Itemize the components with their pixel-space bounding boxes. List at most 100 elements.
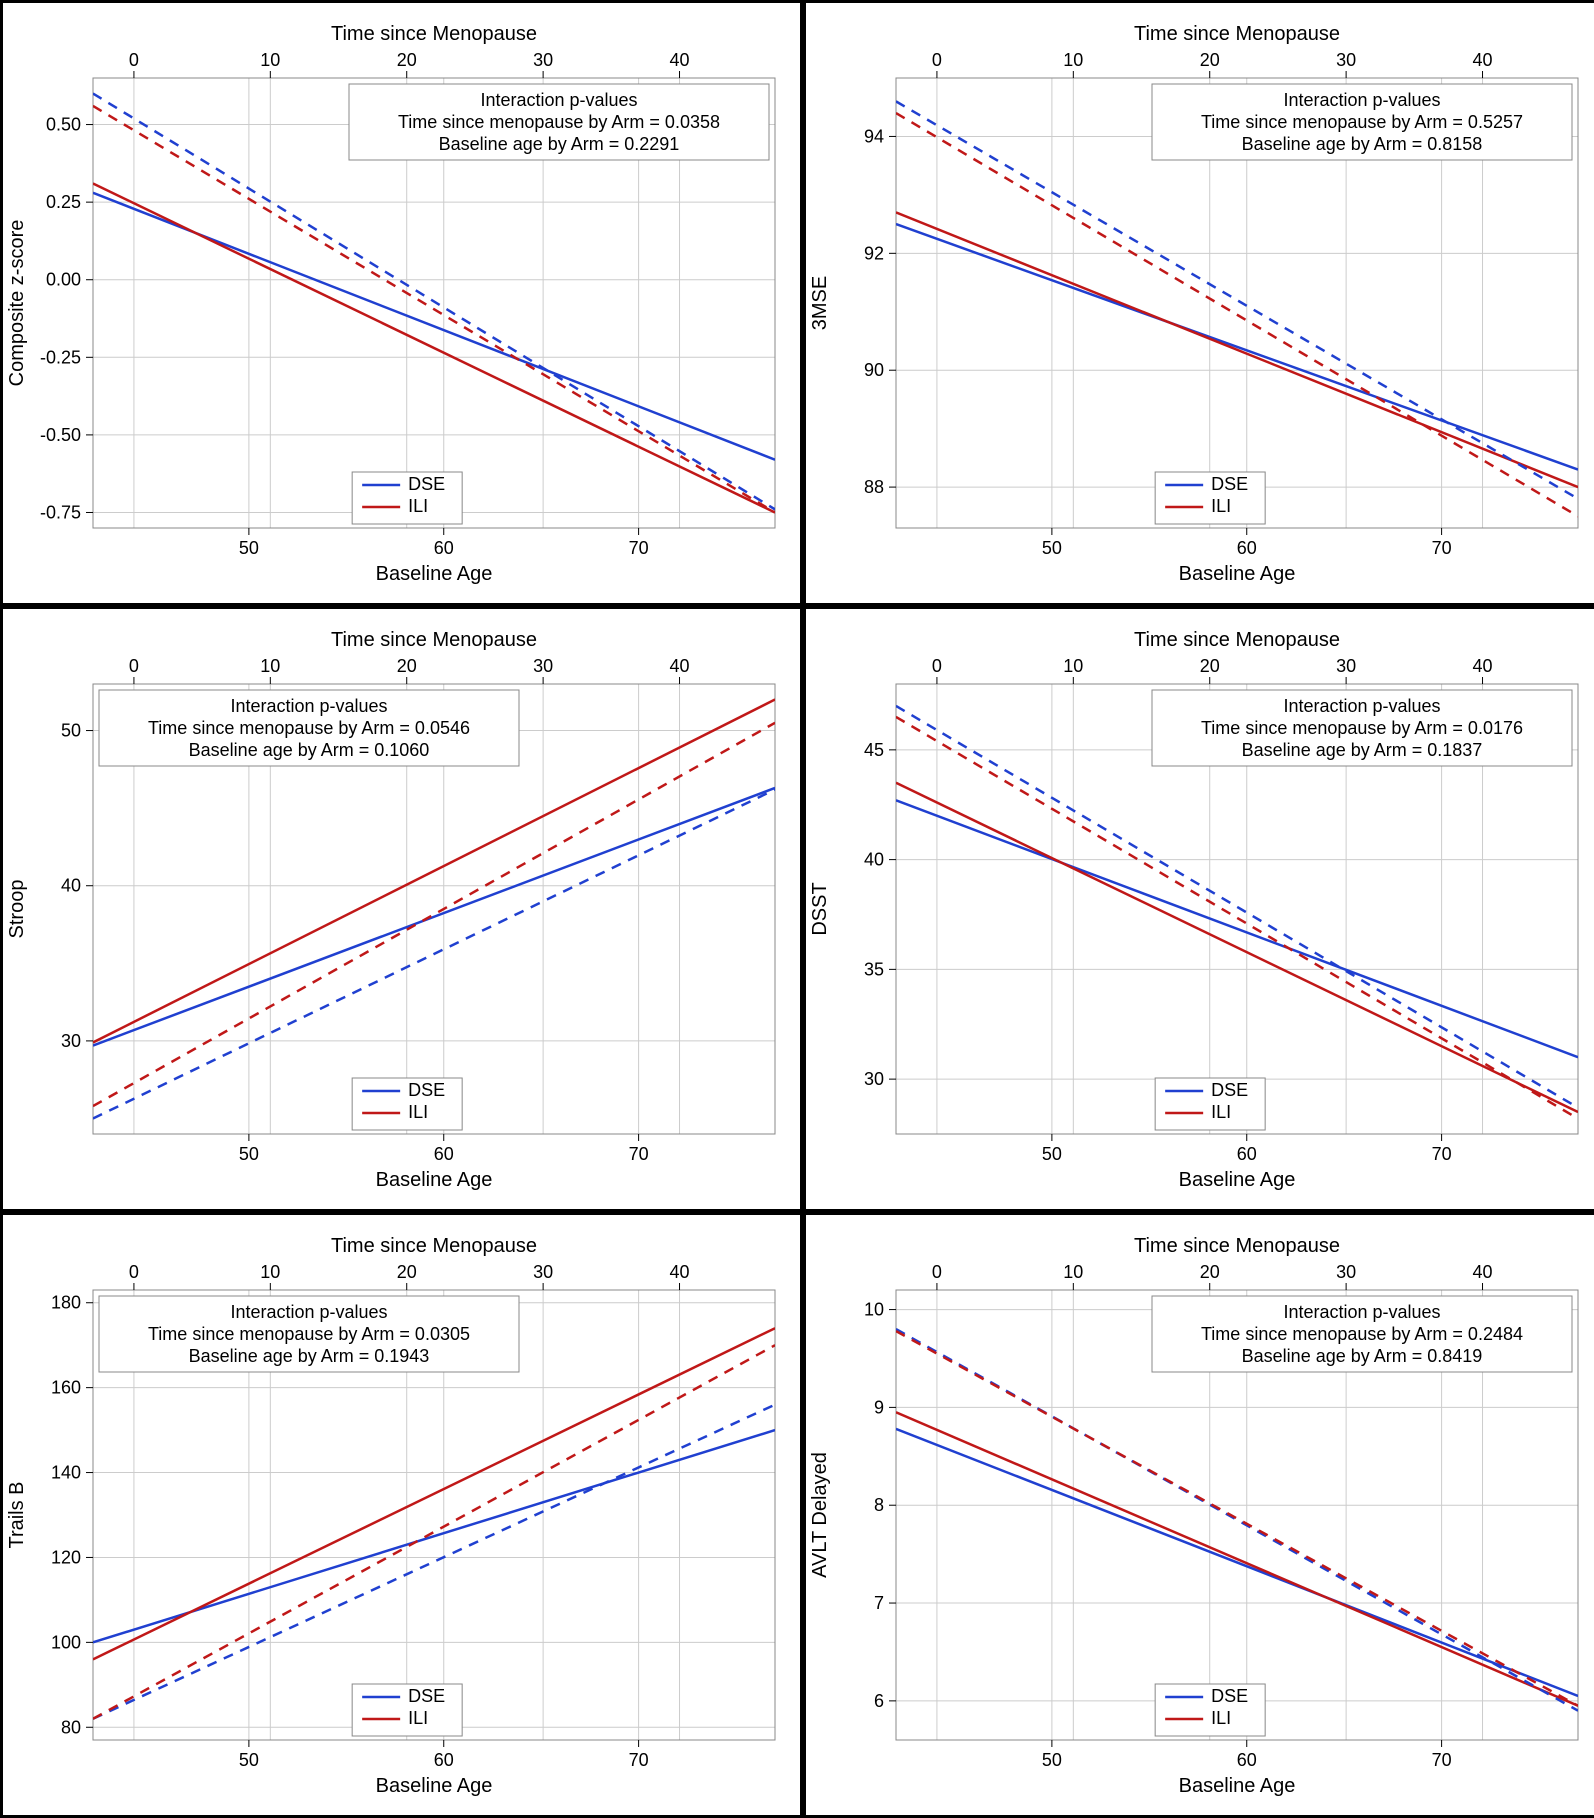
svg-text:40: 40 bbox=[670, 1262, 690, 1282]
svg-text:60: 60 bbox=[1237, 1144, 1257, 1164]
svg-text:10: 10 bbox=[1063, 1262, 1083, 1282]
svg-text:6: 6 bbox=[874, 1691, 884, 1711]
svg-text:-0.75: -0.75 bbox=[40, 502, 81, 522]
annot-title: Interaction p-values bbox=[1283, 696, 1440, 716]
top-axis-title: Time since Menopause bbox=[1134, 1235, 1340, 1257]
annot-p-time: Time since menopause by Arm = 0.0305 bbox=[148, 1324, 470, 1344]
svg-text:30: 30 bbox=[533, 50, 553, 70]
y-axis-title: Trails B bbox=[6, 1481, 28, 1548]
top-axis-title: Time since Menopause bbox=[1134, 629, 1340, 651]
annot-p-time: Time since menopause by Arm = 0.2484 bbox=[1201, 1324, 1523, 1344]
svg-text:0: 0 bbox=[129, 1262, 139, 1282]
svg-text:10: 10 bbox=[864, 1300, 884, 1320]
top-axis-title: Time since Menopause bbox=[331, 1235, 537, 1257]
bottom-axis-title: Baseline Age bbox=[1179, 1169, 1296, 1191]
svg-text:30: 30 bbox=[864, 1069, 884, 1089]
svg-text:40: 40 bbox=[1473, 656, 1493, 676]
bottom-axis-title: Baseline Age bbox=[376, 563, 493, 585]
svg-text:20: 20 bbox=[397, 1262, 417, 1282]
svg-text:60: 60 bbox=[434, 1144, 454, 1164]
svg-text:40: 40 bbox=[670, 50, 690, 70]
svg-text:20: 20 bbox=[1200, 1262, 1220, 1282]
svg-text:60: 60 bbox=[1237, 538, 1257, 558]
svg-text:70: 70 bbox=[1432, 1144, 1452, 1164]
legend-label-dse: DSE bbox=[408, 1080, 445, 1100]
legend-label-ili: ILI bbox=[1211, 496, 1231, 516]
svg-text:180: 180 bbox=[51, 1293, 81, 1313]
panel-4: 50607001020304080100120140160180Time sin… bbox=[0, 1212, 803, 1818]
svg-text:0.50: 0.50 bbox=[46, 115, 81, 135]
svg-text:0: 0 bbox=[932, 656, 942, 676]
annot-p-age: Baseline age by Arm = 0.1943 bbox=[189, 1346, 430, 1366]
svg-text:92: 92 bbox=[864, 243, 884, 263]
svg-text:30: 30 bbox=[1336, 656, 1356, 676]
annot-title: Interaction p-values bbox=[1283, 1302, 1440, 1322]
legend-label-ili: ILI bbox=[1211, 1708, 1231, 1728]
svg-text:70: 70 bbox=[629, 538, 649, 558]
annot-p-age: Baseline age by Arm = 0.2291 bbox=[439, 134, 680, 154]
svg-text:9: 9 bbox=[874, 1397, 884, 1417]
svg-text:88: 88 bbox=[864, 477, 884, 497]
panel-0: 506070010203040-0.75-0.50-0.250.000.250.… bbox=[0, 0, 803, 606]
legend-label-dse: DSE bbox=[408, 1686, 445, 1706]
panel-1: 50607001020304088909294Time since Menopa… bbox=[803, 0, 1594, 606]
panel-3: 50607001020304030354045Time since Menopa… bbox=[803, 606, 1594, 1212]
svg-text:0.25: 0.25 bbox=[46, 192, 81, 212]
annot-title: Interaction p-values bbox=[1283, 90, 1440, 110]
svg-text:100: 100 bbox=[51, 1632, 81, 1652]
legend-label-ili: ILI bbox=[408, 1102, 428, 1122]
svg-text:35: 35 bbox=[864, 959, 884, 979]
annot-p-age: Baseline age by Arm = 0.8158 bbox=[1242, 134, 1483, 154]
svg-text:40: 40 bbox=[1473, 1262, 1493, 1282]
annot-title: Interaction p-values bbox=[480, 90, 637, 110]
svg-text:10: 10 bbox=[260, 656, 280, 676]
panel-5: 506070010203040678910Time since Menopaus… bbox=[803, 1212, 1594, 1818]
svg-text:10: 10 bbox=[260, 1262, 280, 1282]
svg-text:0: 0 bbox=[129, 50, 139, 70]
svg-text:30: 30 bbox=[533, 1262, 553, 1282]
top-axis-title: Time since Menopause bbox=[331, 23, 537, 45]
svg-text:40: 40 bbox=[864, 850, 884, 870]
y-axis-title: 3MSE bbox=[809, 276, 831, 330]
svg-text:40: 40 bbox=[670, 656, 690, 676]
svg-text:0.00: 0.00 bbox=[46, 270, 81, 290]
svg-text:30: 30 bbox=[533, 656, 553, 676]
legend-label-dse: DSE bbox=[408, 474, 445, 494]
svg-text:10: 10 bbox=[260, 50, 280, 70]
annot-p-age: Baseline age by Arm = 0.1060 bbox=[189, 740, 430, 760]
bottom-axis-title: Baseline Age bbox=[376, 1169, 493, 1191]
panel-2: 506070010203040304050Time since Menopaus… bbox=[0, 606, 803, 1212]
svg-text:20: 20 bbox=[397, 50, 417, 70]
svg-text:50: 50 bbox=[1042, 1144, 1062, 1164]
y-axis-title: DSST bbox=[809, 882, 831, 935]
annot-title: Interaction p-values bbox=[230, 1302, 387, 1322]
svg-text:50: 50 bbox=[1042, 1750, 1062, 1770]
svg-text:120: 120 bbox=[51, 1547, 81, 1567]
annot-p-time: Time since menopause by Arm = 0.0358 bbox=[398, 112, 720, 132]
legend-label-dse: DSE bbox=[1211, 474, 1248, 494]
svg-text:60: 60 bbox=[434, 538, 454, 558]
svg-text:70: 70 bbox=[629, 1144, 649, 1164]
svg-text:20: 20 bbox=[397, 656, 417, 676]
annot-p-age: Baseline age by Arm = 0.8419 bbox=[1242, 1346, 1483, 1366]
svg-text:160: 160 bbox=[51, 1378, 81, 1398]
svg-text:20: 20 bbox=[1200, 50, 1220, 70]
y-axis-title: AVLT Delayed bbox=[809, 1452, 831, 1578]
svg-text:90: 90 bbox=[864, 360, 884, 380]
annot-title: Interaction p-values bbox=[230, 696, 387, 716]
y-axis-title: Composite z-score bbox=[6, 220, 28, 387]
svg-text:0: 0 bbox=[932, 50, 942, 70]
svg-text:45: 45 bbox=[864, 740, 884, 760]
svg-text:30: 30 bbox=[1336, 1262, 1356, 1282]
legend-label-ili: ILI bbox=[408, 1708, 428, 1728]
legend-label-dse: DSE bbox=[1211, 1686, 1248, 1706]
svg-text:40: 40 bbox=[1473, 50, 1493, 70]
y-axis-title: Stroop bbox=[6, 880, 28, 939]
svg-text:60: 60 bbox=[434, 1750, 454, 1770]
svg-text:40: 40 bbox=[61, 876, 81, 896]
annot-p-time: Time since menopause by Arm = 0.0176 bbox=[1201, 718, 1523, 738]
svg-text:70: 70 bbox=[1432, 538, 1452, 558]
svg-text:0: 0 bbox=[932, 1262, 942, 1282]
svg-text:50: 50 bbox=[239, 1144, 259, 1164]
svg-text:8: 8 bbox=[874, 1495, 884, 1515]
